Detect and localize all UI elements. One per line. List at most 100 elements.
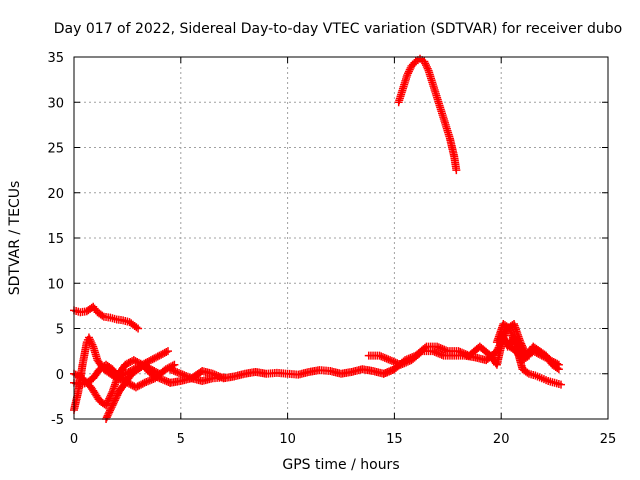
data-points — [70, 54, 566, 423]
data-point — [384, 355, 393, 364]
chart-title: Day 017 of 2022, Sidereal Day-to-day VTE… — [54, 21, 622, 37]
data-point — [442, 346, 451, 355]
data-point — [386, 366, 395, 375]
data-point — [167, 365, 176, 374]
data-point — [389, 357, 398, 366]
data-point — [160, 376, 169, 385]
data-point — [71, 370, 80, 379]
data-point — [420, 343, 429, 352]
data-point — [175, 368, 184, 377]
series-high-variation-arc — [394, 54, 461, 175]
data-point — [142, 378, 151, 387]
data-point — [423, 64, 432, 73]
x-tick-label: 0 — [70, 432, 78, 447]
data-point — [144, 377, 153, 386]
data-point — [375, 351, 384, 360]
y-tick-label: 25 — [47, 142, 64, 157]
y-tick-label: 5 — [56, 323, 64, 338]
data-point — [122, 359, 131, 368]
data-point — [422, 61, 431, 70]
y-tick-label: 0 — [56, 368, 64, 383]
data-point — [162, 377, 171, 386]
data-point — [162, 348, 171, 357]
data-point — [406, 353, 415, 362]
data-point — [153, 352, 162, 361]
x-tick-label: 25 — [600, 432, 617, 447]
data-point — [385, 367, 394, 376]
data-point — [138, 379, 147, 388]
data-point — [405, 65, 414, 74]
data-point — [84, 333, 93, 342]
data-point — [452, 166, 461, 175]
data-point — [159, 375, 167, 384]
data-point — [163, 347, 172, 356]
data-point — [421, 59, 430, 68]
data-point — [459, 349, 468, 358]
data-point — [381, 368, 390, 377]
axis-ticks: 0 5 10 15 20 25 -5 0 5 10 15 20 25 30 35 — [47, 51, 616, 447]
data-point — [404, 67, 413, 76]
data-point — [383, 368, 392, 377]
data-point — [152, 367, 161, 376]
data-point — [553, 364, 562, 373]
data-point — [554, 365, 563, 374]
data-point — [129, 356, 138, 365]
data-point — [456, 347, 465, 356]
series-afternoon-track-d — [497, 329, 563, 374]
data-point — [160, 348, 169, 357]
data-point — [420, 57, 429, 66]
data-point — [140, 378, 149, 387]
data-point — [87, 338, 96, 347]
data-point — [124, 358, 133, 367]
data-point — [132, 323, 141, 332]
x-tick-label: 15 — [386, 432, 403, 447]
data-point — [404, 69, 413, 78]
data-point — [404, 354, 413, 363]
data-point — [158, 349, 167, 358]
data-point — [440, 345, 449, 354]
data-point — [402, 355, 411, 364]
data-point — [438, 344, 447, 353]
data-point — [382, 354, 391, 363]
data-point — [219, 373, 228, 382]
data-point — [169, 366, 178, 375]
x-tick-label: 10 — [279, 432, 296, 447]
grid — [74, 57, 608, 419]
data-point — [147, 375, 156, 384]
data-point — [387, 356, 396, 365]
plot-frame — [73, 56, 609, 420]
data-point — [434, 343, 443, 352]
data-point — [73, 371, 82, 380]
data-point — [126, 357, 135, 366]
data-point — [173, 368, 182, 377]
data-point — [148, 366, 157, 375]
data-point — [150, 354, 159, 363]
data-point — [436, 344, 445, 353]
data-point — [131, 357, 140, 366]
data-point — [146, 356, 155, 365]
data-point — [98, 311, 107, 320]
data-point — [458, 348, 467, 357]
data-point — [145, 357, 154, 366]
data-point — [379, 353, 388, 362]
data-point — [155, 369, 164, 378]
data-point — [157, 350, 166, 359]
data-point — [133, 357, 142, 366]
y-tick-label: 10 — [47, 277, 64, 292]
x-tick-label: 5 — [177, 432, 185, 447]
data-point — [150, 367, 159, 376]
data-point — [386, 356, 395, 365]
data-point — [433, 342, 442, 351]
y-tick-label: 15 — [47, 232, 64, 247]
x-tick-label: 20 — [493, 432, 510, 447]
data-point — [146, 365, 155, 374]
data-point — [85, 335, 94, 344]
y-tick-label: 20 — [47, 187, 64, 202]
data-point — [152, 353, 161, 362]
data-point — [148, 355, 157, 364]
data-point — [379, 369, 388, 378]
y-tick-label: 35 — [47, 51, 64, 66]
y-tick-label: 30 — [47, 96, 64, 111]
data-point — [114, 374, 123, 383]
data-point — [137, 380, 146, 389]
